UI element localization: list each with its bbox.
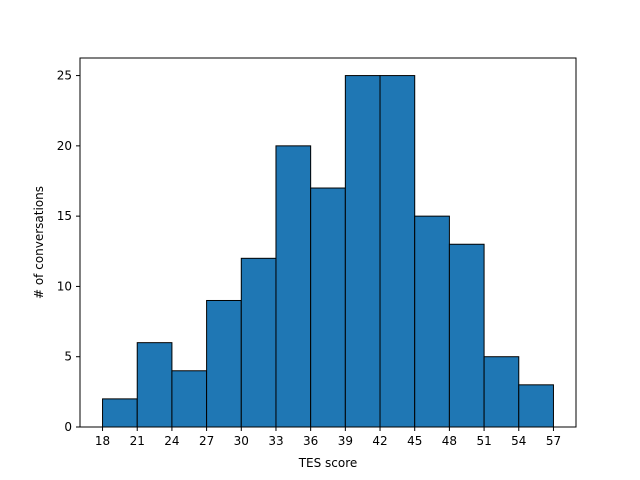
histogram-bar-48-51 [448,243,485,428]
y-tick-label-25: 25 [57,69,72,83]
bars-group [102,75,554,428]
y-tick-label-10: 10 [57,279,72,293]
histogram-bar-36-39 [310,187,346,428]
x-tick-label-48: 48 [442,434,457,448]
x-axis-ticks: 18 21 24 27 30 33 36 39 42 45 48 51 54 57 [95,427,561,448]
y-tick-label-0: 0 [64,420,72,434]
x-tick-label-42: 42 [372,434,387,448]
x-tick-label-54: 54 [511,434,526,448]
y-tick-label-20: 20 [57,139,72,153]
x-tick-label-51: 51 [476,434,491,448]
histogram-bar-42-45 [379,75,416,428]
y-axis-ticks: 0 5 10 15 20 25 [57,69,80,434]
x-tick-label-33: 33 [268,434,283,448]
x-tick-label-30: 30 [234,434,249,448]
x-tick-label-57: 57 [546,434,561,448]
histogram-bar-24-27 [171,370,208,428]
y-tick-label-5: 5 [64,350,72,364]
histogram-bar-30-33 [240,257,277,428]
x-tick-label-45: 45 [407,434,422,448]
x-tick-label-39: 39 [338,434,353,448]
histogram-bar-54-57 [518,384,554,428]
x-tick-label-24: 24 [164,434,179,448]
x-tick-label-21: 21 [130,434,145,448]
histogram-bar-33-36 [275,145,312,428]
histogram-bar-39-42 [344,75,381,428]
y-tick-label-15: 15 [57,209,72,223]
x-tick-label-18: 18 [95,434,110,448]
histogram-bar-27-30 [206,299,242,428]
x-tick-label-36: 36 [303,434,318,448]
histogram-bar-18-21 [102,398,138,428]
histogram-bar-21-24 [136,342,173,428]
y-axis-label: # of conversations [32,186,46,299]
plot-frame [79,57,577,428]
histogram-bar-45-48 [414,215,450,428]
x-axis-label: TES score [298,456,358,470]
x-tick-label-27: 27 [199,434,214,448]
histogram-bar-51-54 [483,356,520,428]
